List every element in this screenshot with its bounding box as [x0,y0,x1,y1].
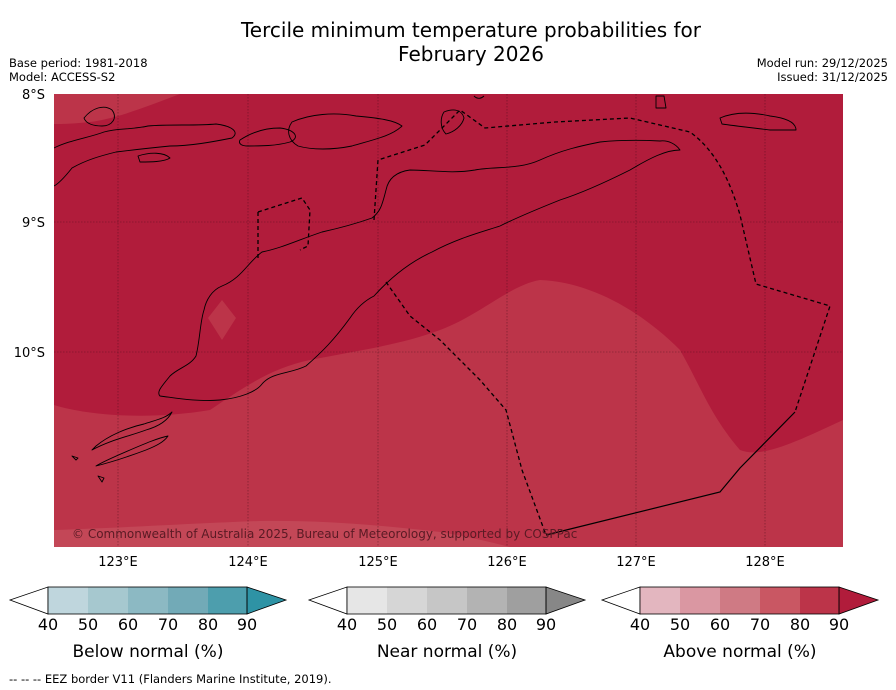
northern-island-8 [137,152,171,163]
title-line-1: Tercile minimum temperature probabilitie… [240,18,702,42]
colorbar-below-tick-90: 90 [237,615,257,634]
rote-island-coast [91,411,173,451]
timor-island-coast [158,139,681,401]
colorbar-near-tick-40: 40 [337,615,357,634]
colorbar-above-tick-70: 70 [750,615,770,634]
northern-island-6 [655,95,667,109]
title-line-2: February 2026 [398,42,544,66]
northern-island-2 [83,106,115,127]
colorbar-near-bin-2 [387,587,427,614]
colorbar-below-tick-40: 40 [38,615,58,634]
colorbar-near-bin-1 [347,587,387,614]
probability-70-region [54,520,510,547]
eez-border-southeast-solid [545,411,796,536]
colorbar-near-normal: 40 50 60 70 80 90 Near normal (%) [307,586,587,662]
colorbar-below-bin-4 [168,587,208,614]
colorbar-above-bin-5 [800,587,839,614]
colorbar-below-tick-50: 50 [78,615,98,634]
probability-80-region-south [54,280,843,547]
coastlines [54,95,797,483]
colorbar-below-tick-70: 70 [158,615,178,634]
colorbar-below-normal: 40 50 60 70 80 90 Below normal (%) [8,586,288,662]
savu-island-coast [95,435,169,467]
lat-label-9s: 9°S [22,216,45,231]
colorbar-above-tick-60: 60 [710,615,730,634]
eez-border-west [257,197,311,251]
colorbar-below-label: Below normal (%) [73,642,224,662]
colorbar-below-bin-3 [128,587,168,614]
eez-legend-symbol: -- -- -- [9,672,42,686]
meta-right: Model run: 29/12/2025 Issued: 31/12/2025 [757,56,888,84]
colorbar-above-tick-40: 40 [630,615,650,634]
colorbar-above-tick-90: 90 [829,615,849,634]
colorbar-near-tick-60: 60 [417,615,437,634]
colorbar-below-left-extension [8,586,49,615]
copyright-text: © Commonwealth of Australia 2025, Bureau… [72,527,577,541]
colorbar-below-bin-1 [48,587,88,614]
colorbar-near-left-extension [307,586,348,615]
small-island-2 [97,475,105,483]
colorbar-below-bin-5 [208,587,247,614]
eez-legend-note: -- -- -- EEZ border V11 (Flanders Marine… [9,672,332,686]
eez-border-south [385,281,547,536]
colorbar-near-right-extension [545,586,587,615]
base-period: Base period: 1981-2018 [9,56,148,70]
northern-island-1 [54,123,236,187]
map-area: © Commonwealth of Australia 2025, Bureau… [54,94,843,547]
lat-label-10s: 10°S [14,346,45,361]
colorbar-near-label: Near normal (%) [377,642,517,662]
lon-label-124e: 124°E [228,555,268,570]
colorbar-above-label: Above normal (%) [663,642,816,662]
colorbar-above-tick-80: 80 [790,615,810,634]
eez-border-north [373,109,831,413]
probability-80-patch [208,300,236,340]
lat-label-8s: 8°S [22,88,45,103]
colorbar-below-bin-2 [88,587,128,614]
colorbar-above-left-extension [600,586,641,615]
lon-label-125e: 125°E [358,555,398,570]
colorbar-near-frame [346,586,547,615]
colorbar-near-bin-3 [427,587,467,614]
colorbar-below-right-extension [246,586,288,615]
chart-title: Tercile minimum temperature probabilitie… [0,18,896,66]
northern-island-5 [440,109,465,135]
colorbar-near-bin-4 [467,587,507,614]
northern-island-9 [473,95,485,99]
issued-date: Issued: 31/12/2025 [777,70,888,84]
eez-borders [257,109,831,536]
graticule [54,94,843,547]
colorbar-below-tick-80: 80 [198,615,218,634]
colorbar-above-frame [639,586,840,615]
model-name: Model: ACCESS-S2 [9,70,116,84]
model-run: Model run: 29/12/2025 [756,56,888,70]
colorbar-above-bin-3 [720,587,760,614]
colorbar-above-right-extension [838,586,880,615]
colorbar-above-bin-2 [680,587,720,614]
colorbar-near-tick-70: 70 [457,615,477,634]
northern-island-3 [239,127,296,147]
colorbar-near-tick-80: 80 [497,615,517,634]
colorbar-above-bin-1 [640,587,680,614]
colorbar-above-normal: 40 50 60 70 80 90 Above normal (%) [600,586,880,662]
meta-left: Base period: 1981-2018 Model: ACCESS-S2 [9,56,148,84]
lon-label-126e: 126°E [487,555,527,570]
colorbar-above-tick-50: 50 [670,615,690,634]
lon-label-123e: 123°E [98,555,138,570]
colorbar-near-bin-5 [507,587,546,614]
lon-label-128e: 128°E [745,555,785,570]
northern-island-7 [719,112,797,131]
colorbar-near-tick-50: 50 [377,615,397,634]
lon-label-127e: 127°E [616,555,656,570]
colorbar-below-frame [47,586,248,615]
colorbar-above-bin-4 [760,587,800,614]
small-island-1 [71,455,79,461]
northern-island-4 [288,113,403,150]
colorbar-below-tick-60: 60 [118,615,138,634]
eez-legend-text: EEZ border V11 (Flanders Marine Institut… [44,672,332,686]
colorbar-near-tick-90: 90 [536,615,556,634]
